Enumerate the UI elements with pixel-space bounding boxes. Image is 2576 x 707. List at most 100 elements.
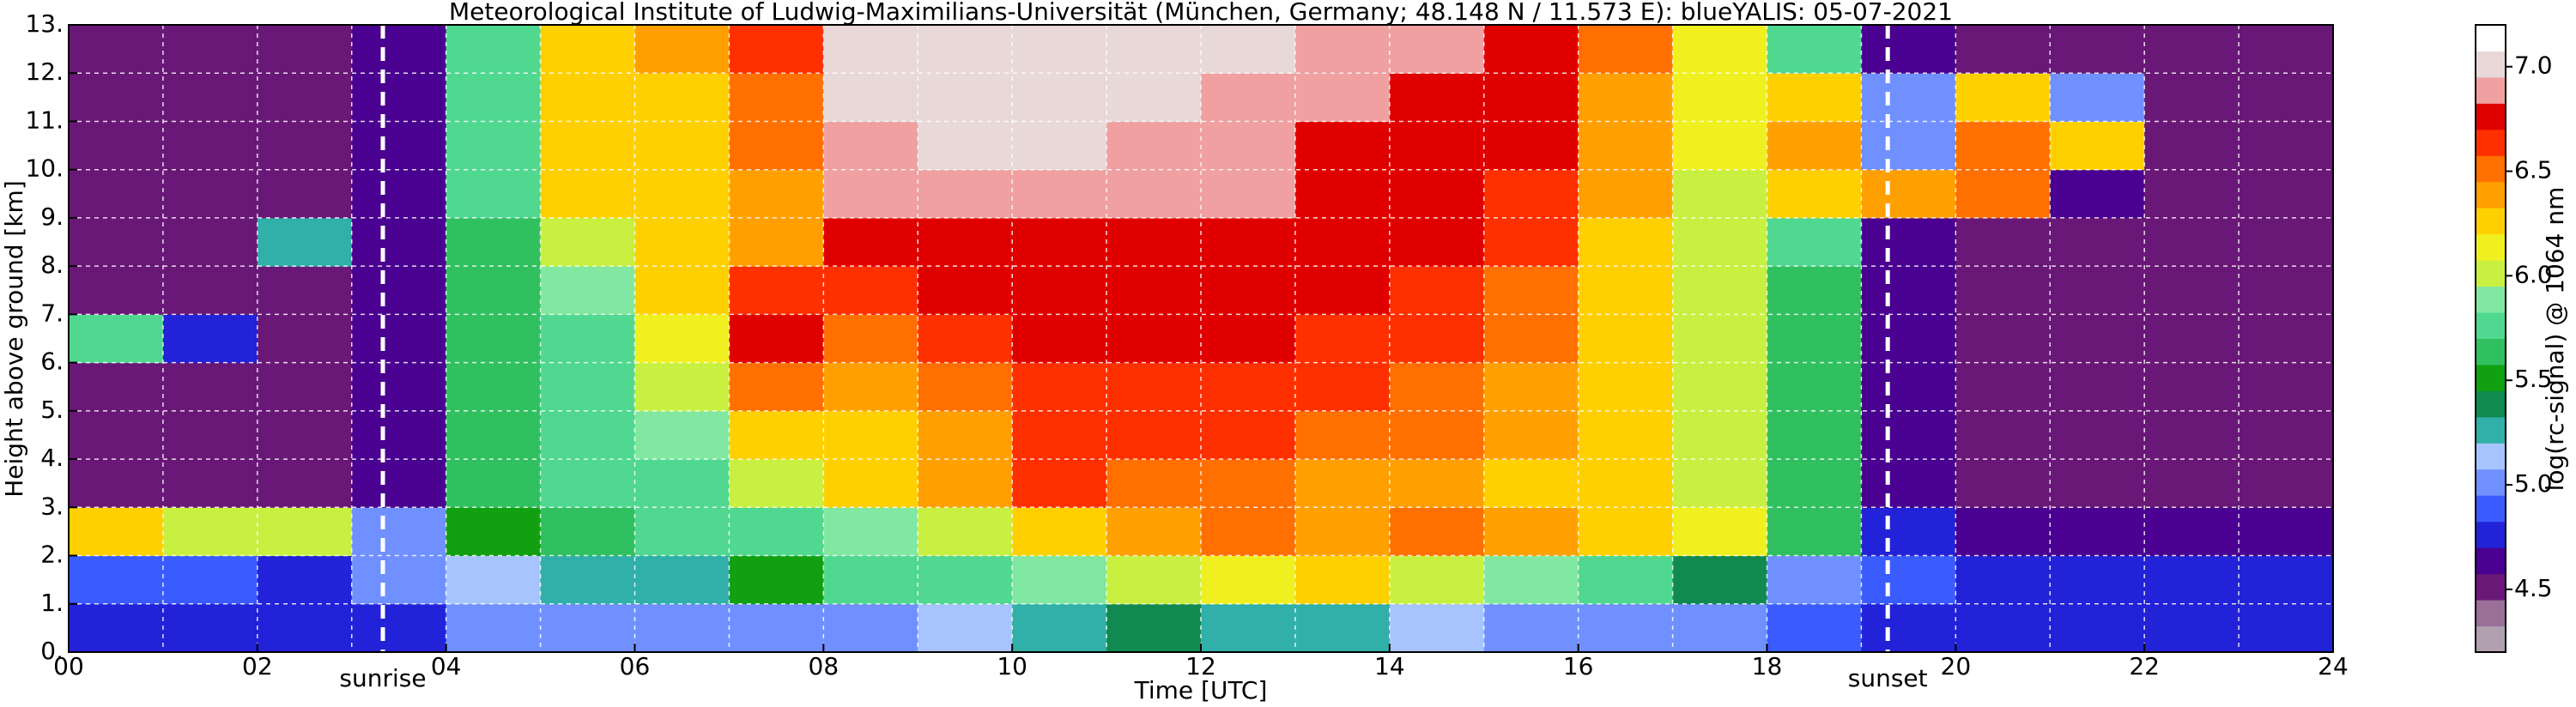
heatmap-cell [69,266,164,315]
heatmap-cell [445,603,542,653]
heatmap-cell [1294,362,1391,412]
heatmap-cell [1861,169,1956,219]
heatmap-cell [1012,314,1107,364]
heatmap-cell [1483,217,1579,267]
x-tick-label: 06 [620,652,651,680]
heatmap-cell [2050,121,2145,171]
heatmap-cell [1672,217,1767,267]
heatmap-cell [1012,169,1107,219]
y-tick-label: 9. [40,202,64,231]
heatmap-cell [445,121,542,171]
heatmap-cell [257,169,353,219]
colorbar-tick-label: 4.5 [2514,574,2553,602]
heatmap-cell [1955,410,2051,460]
heatmap-cell [351,314,447,364]
heatmap-cell [1955,73,2051,122]
heatmap-cell [1955,507,2051,557]
heatmap-cell [1767,169,1862,219]
heatmap-cell [1201,217,1296,267]
heatmap-cell [1578,314,1674,364]
heatmap-cell [351,169,447,219]
heatmap-cell [69,314,164,364]
x-tick-label: 16 [1563,652,1594,680]
heatmap-cell [918,507,1013,557]
heatmap-cell [729,507,824,557]
heatmap-cell [918,169,1013,219]
heatmap-cell [823,555,918,605]
heatmap-cell [918,410,1013,460]
heatmap-cell [540,217,635,267]
heatmap-cell [1294,266,1391,315]
heatmap-cell [729,25,824,74]
x-tick-label: 14 [1374,652,1405,680]
heatmap-cell [162,314,258,364]
heatmap-cell [1672,410,1767,460]
heatmap-cell [918,603,1013,653]
heatmap-cell [1578,507,1674,557]
heatmap-cell [1106,603,1202,653]
heatmap-cell [2144,555,2240,605]
heatmap-cell [1578,362,1674,412]
colorbar-segment [2476,443,2506,470]
heatmap-cell [1389,169,1485,219]
heatmap-cell [1955,25,2051,74]
x-tick-label: 00 [53,652,84,680]
x-tick-label: 20 [1941,652,1972,680]
heatmap-cell [1955,603,2051,653]
heatmap-cell [1955,362,2051,412]
heatmap-cell [2239,459,2334,508]
heatmap-cell [634,25,730,74]
heatmap-cell [540,459,635,508]
heatmap-cell [918,25,1013,74]
heatmap-cell [2239,362,2334,412]
heatmap-cell [351,410,447,460]
heatmap-cell [69,555,164,605]
y-tick-label: 13. [25,9,64,38]
colorbar [2476,25,2506,653]
colorbar-segment [2476,390,2506,418]
heatmap-cell [257,25,353,74]
heatmap-cell [1012,25,1107,74]
heatmap-cell [1294,73,1391,122]
y-tick-label: 12. [25,57,64,86]
heatmap-cell [69,73,164,122]
colorbar-segment [2476,338,2506,366]
heatmap-cell [918,459,1013,508]
heatmap-cell [1106,314,1202,364]
heatmap-cell [162,459,258,508]
heatmap-cell [823,603,918,653]
heatmap-cell [69,217,164,267]
heatmap-cell [1201,169,1296,219]
heatmap-cell [1201,121,1296,171]
heatmap-cell [1578,459,1674,508]
heatmap-cell [634,507,730,557]
heatmap-cell [1672,169,1767,219]
colorbar-segment [2476,51,2506,78]
heatmap-cell [1767,410,1862,460]
heatmap-cell [257,555,353,605]
heatmap-cell [729,362,824,412]
heatmap-cell [1106,266,1202,315]
heatmap-cell [1012,459,1107,508]
heatmap-cell [445,555,542,605]
heatmap-cell [918,73,1013,122]
heatmap-cell [1012,410,1107,460]
heatmap-cell [1389,459,1485,508]
heatmap-cell [540,25,635,74]
heatmap-cell [1201,555,1296,605]
colorbar-segment [2476,233,2506,261]
colorbar-segment [2476,25,2506,51]
colorbar-segment [2476,312,2506,339]
heatmap-cell [1578,25,1674,74]
heatmap-cell [1201,459,1296,508]
heatmap-cell [162,121,258,171]
heatmap-cell [1861,555,1956,605]
heatmap-cell [1201,314,1296,364]
heatmap-cell [823,362,918,412]
heatmap-cell [540,410,635,460]
heatmap-cell [1767,603,1862,653]
heatmap-cell [162,362,258,412]
heatmap-cell [634,362,730,412]
heatmap-cell [1106,507,1202,557]
